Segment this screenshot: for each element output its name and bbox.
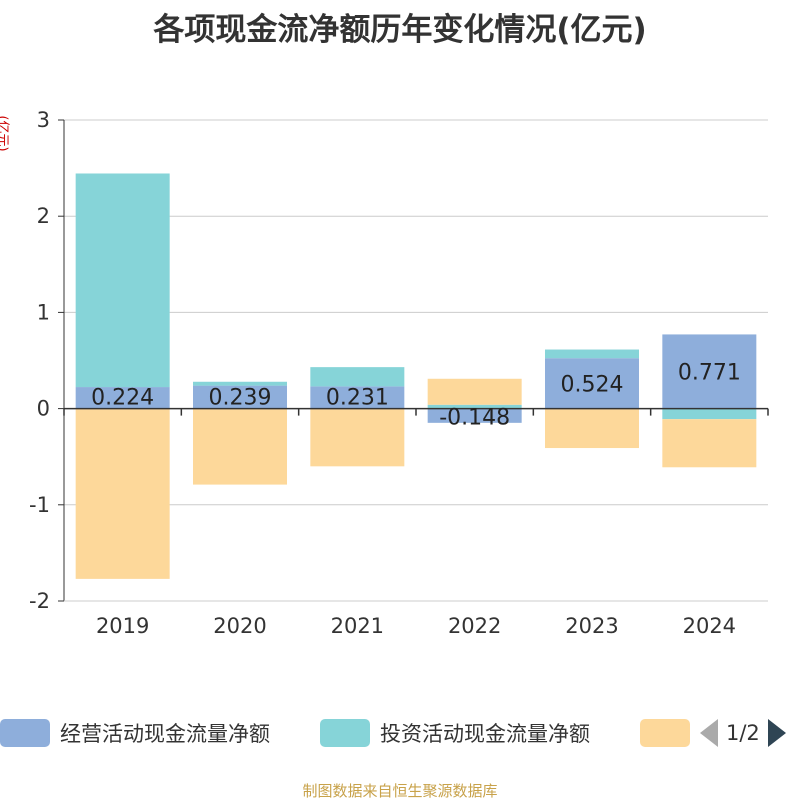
y-tick-label: 2 [37,204,50,228]
bar-2022-series-2 [427,378,522,405]
bar-2022-series-1 [427,404,522,409]
bar-2023-series-1 [545,349,639,359]
legend-swatch-operating [0,719,50,747]
data-label: 0.224 [91,386,154,411]
data-label: 0.231 [326,386,389,411]
bar-2023-series-2 [545,408,639,449]
x-tick-label: 2022 [448,614,501,638]
legend: 经营活动现金流量净额 投资活动现金流量净额 [0,716,800,750]
bar-2023-series-0 [545,358,639,409]
x-tick-label: 2024 [683,614,736,638]
bar-2021-series-1 [310,367,405,387]
legend-item-third-series[interactable] [640,716,690,750]
y-tick-label: 3 [37,108,50,132]
legend-item-operating[interactable]: 经营活动现金流量净额 [0,716,270,750]
x-tick-label: 2019 [96,614,149,638]
data-label: 0.239 [209,386,272,411]
data-label: 0.771 [678,361,741,386]
bar-2024-series-0 [662,334,757,409]
y-tick-label: 1 [37,300,50,324]
y-tick-label: -2 [29,589,50,613]
bar-2019-series-1 [75,173,170,388]
legend-label-operating: 经营活动现金流量净额 [60,722,270,746]
bar-2020-series-2 [193,408,287,485]
bar-2019-series-2 [75,408,170,579]
data-label: 0.524 [561,372,624,397]
legend-label-investing: 投资活动现金流量净额 [380,722,590,746]
bar-2020-series-1 [193,381,287,386]
y-tick-label: 0 [37,397,50,421]
bar-2019-series-0 [75,387,170,409]
bar-2020-series-0 [193,385,287,409]
data-source-note: 制图数据来自恒生聚源数据库 [302,782,498,800]
bar-2022-series-0 [427,408,522,423]
bar-2021-series-2 [310,408,405,467]
bar-2024-series-1 [662,408,757,420]
legend-page-indicator: 1/2 [726,721,760,745]
x-tick-label: 2023 [565,614,618,638]
legend-prev-page-icon[interactable] [700,719,718,747]
legend-swatch-third-series [640,719,690,747]
legend-pager: 1/2 [700,716,786,750]
y-tick-label: -1 [29,493,50,517]
legend-swatch-investing [320,719,370,747]
x-tick-label: 2020 [213,614,266,638]
chart-title: 各项现金流净额历年变化情况(亿元) [153,12,647,48]
chart-canvas: 3 2 1 0 -1 -2 2019 2020 2021 2022 2023 2024 0.224 0.2… [29,108,769,638]
legend-next-page-icon[interactable] [767,719,786,747]
data-label: -0.148 [439,406,510,431]
legend-item-investing[interactable]: 投资活动现金流量净额 [320,716,590,750]
bar-2024-series-2 [662,419,757,468]
x-tick-label: 2021 [331,614,384,638]
bar-2021-series-0 [310,386,405,409]
